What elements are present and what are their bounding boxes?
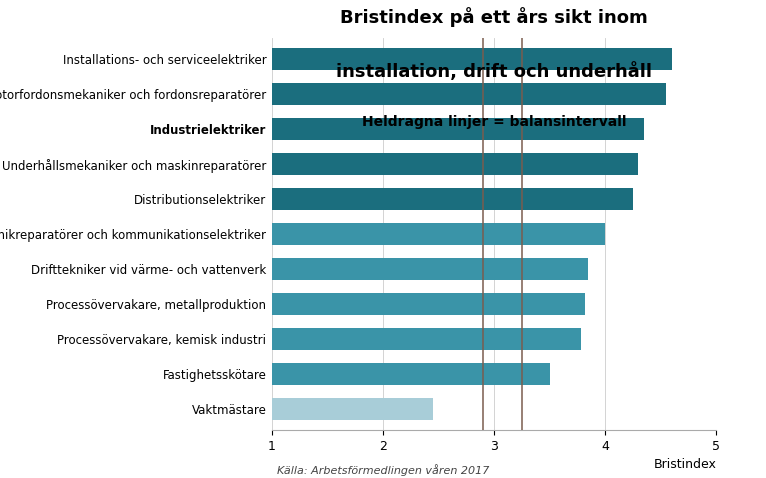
Bar [272,188,633,210]
Bar [272,328,581,350]
Bar [272,153,638,175]
X-axis label: Bristindex: Bristindex [653,458,716,471]
Bar [272,363,550,385]
Bar [272,223,605,245]
Text: Bristindex på ett års sikt inom: Bristindex på ett års sikt inom [340,7,648,27]
Text: installation, drift och underhåll: installation, drift och underhåll [336,62,652,81]
Bar [272,398,433,420]
Bar [272,48,672,70]
Bar [272,293,585,315]
Text: Källa: Arbetsförmedlingen våren 2017: Källa: Arbetsförmedlingen våren 2017 [277,464,489,476]
Bar [272,83,666,105]
Bar [272,259,588,280]
Bar [272,119,644,140]
Text: Heldragna linjer = balansintervall: Heldragna linjer = balansintervall [362,115,627,129]
